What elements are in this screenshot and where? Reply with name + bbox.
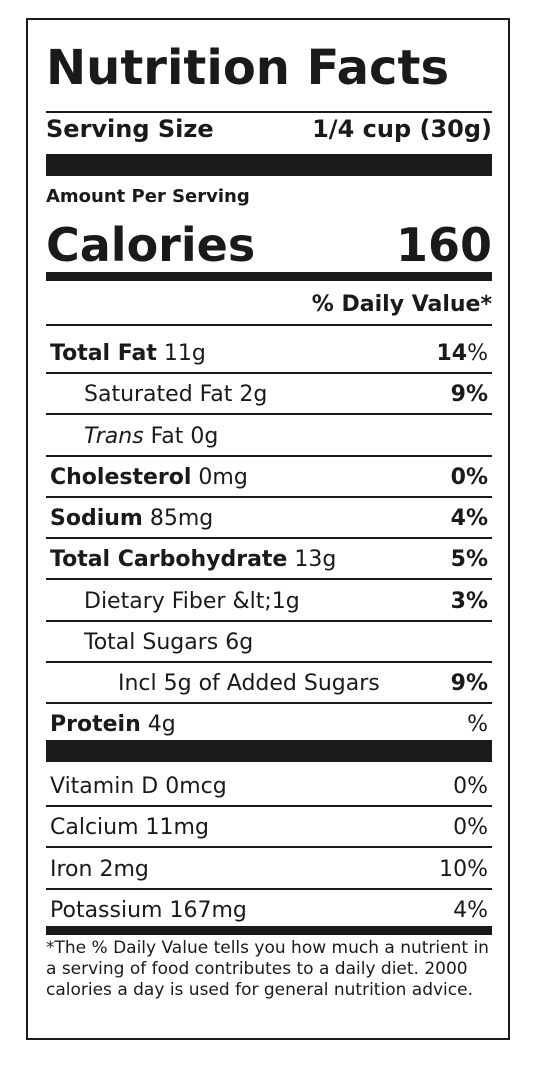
thick-divider bbox=[46, 154, 492, 176]
row-divider bbox=[46, 372, 492, 374]
nutrient-name: Total Carbohydrate 13g bbox=[50, 547, 337, 572]
vitamin-row-calcium: Calcium 11mg 0% bbox=[46, 807, 492, 848]
nutrient-dv: 9% bbox=[450, 382, 488, 407]
nutrient-row-cholesterol: Cholesterol 0mg 0% bbox=[46, 457, 492, 498]
vitamin-dv: 4% bbox=[453, 898, 488, 923]
protein-divider bbox=[46, 740, 492, 762]
serving-size-label: Serving Size bbox=[46, 115, 214, 143]
nutrient-name: Protein 4g bbox=[50, 712, 176, 737]
nutrient-row-total-fat: Total Fat 11g 14% bbox=[46, 333, 492, 374]
calories-label: Calories bbox=[46, 218, 256, 272]
dv-header-divider bbox=[46, 324, 492, 326]
nutrient-dv: 9% bbox=[450, 671, 488, 696]
nutrient-name: Cholesterol 0mg bbox=[50, 465, 248, 490]
daily-value-header: % Daily Value* bbox=[311, 292, 492, 317]
nutrient-dv: % bbox=[467, 712, 488, 737]
nutrient-dv: 5% bbox=[450, 547, 488, 572]
nutrient-row-total-carbohydrate: Total Carbohydrate 13g 5% bbox=[46, 539, 492, 580]
vitamin-dv: 10% bbox=[439, 857, 488, 882]
vitamin-row-potassium: Potassium 167mg 4% bbox=[46, 890, 492, 926]
row-divider bbox=[46, 620, 492, 622]
row-divider bbox=[46, 537, 492, 539]
nutrient-row-saturated-fat: Saturated Fat 2g 9% bbox=[46, 374, 492, 415]
nutrient-name: Incl 5g of Added Sugars bbox=[118, 671, 380, 696]
nutrient-name: Total Sugars 6g bbox=[84, 630, 254, 655]
row-divider bbox=[46, 888, 492, 890]
vitamin-row-vitamin-d: Vitamin D 0mcg 0% bbox=[46, 766, 492, 807]
serving-size-value: 1/4 cup (30g) bbox=[312, 115, 492, 143]
vitamin-dv: 0% bbox=[453, 815, 488, 840]
nutrient-dv: 0% bbox=[450, 465, 488, 490]
row-divider bbox=[46, 413, 492, 415]
nutrient-name: Dietary Fiber &lt;1g bbox=[84, 589, 300, 614]
vitamin-name: Vitamin D 0mcg bbox=[50, 774, 227, 799]
nutrient-name: Total Fat 11g bbox=[50, 341, 206, 366]
label-title: Nutrition Facts bbox=[46, 40, 450, 96]
nutrition-facts-label: Nutrition Facts Serving Size 1/4 cup (30… bbox=[26, 18, 510, 1040]
nutrient-name: Trans Fat 0g bbox=[84, 424, 219, 449]
vitamin-dv: 0% bbox=[453, 774, 488, 799]
amount-per-serving: Amount Per Serving bbox=[46, 186, 250, 207]
calories-value: 160 bbox=[395, 218, 492, 272]
vitamin-name: Calcium 11mg bbox=[50, 815, 209, 840]
vitamin-name: Potassium 167mg bbox=[50, 898, 247, 923]
nutrient-dv: 3% bbox=[450, 589, 488, 614]
nutrient-row-dietary-fiber: Dietary Fiber &lt;1g 3% bbox=[46, 581, 492, 622]
row-divider bbox=[46, 455, 492, 457]
footnote-divider bbox=[46, 926, 492, 935]
nutrient-dv: 4% bbox=[450, 506, 488, 531]
nutrient-name: Saturated Fat 2g bbox=[84, 382, 268, 407]
nutrient-row-protein: Protein 4g % bbox=[46, 704, 492, 740]
nutrient-row-sodium: Sodium 85mg 4% bbox=[46, 498, 492, 539]
vitamin-name: Iron 2mg bbox=[50, 857, 149, 882]
nutrient-row-trans-fat: Trans Fat 0g bbox=[46, 416, 492, 457]
nutrient-dv: 14% bbox=[436, 341, 488, 366]
nutrient-name: Sodium 85mg bbox=[50, 506, 214, 531]
row-divider bbox=[46, 496, 492, 498]
title-divider bbox=[46, 111, 492, 113]
vitamin-row-iron: Iron 2mg 10% bbox=[46, 849, 492, 890]
row-divider bbox=[46, 846, 492, 848]
row-divider bbox=[46, 805, 492, 807]
row-divider bbox=[46, 702, 492, 704]
daily-value-footnote: *The % Daily Value tells you how much a … bbox=[46, 938, 489, 1000]
row-divider bbox=[46, 661, 492, 663]
nutrient-row-added-sugars: Incl 5g of Added Sugars 9% bbox=[46, 663, 492, 704]
nutrient-row-total-sugars: Total Sugars 6g bbox=[46, 622, 492, 663]
row-divider bbox=[46, 578, 492, 580]
calories-divider bbox=[46, 272, 492, 281]
